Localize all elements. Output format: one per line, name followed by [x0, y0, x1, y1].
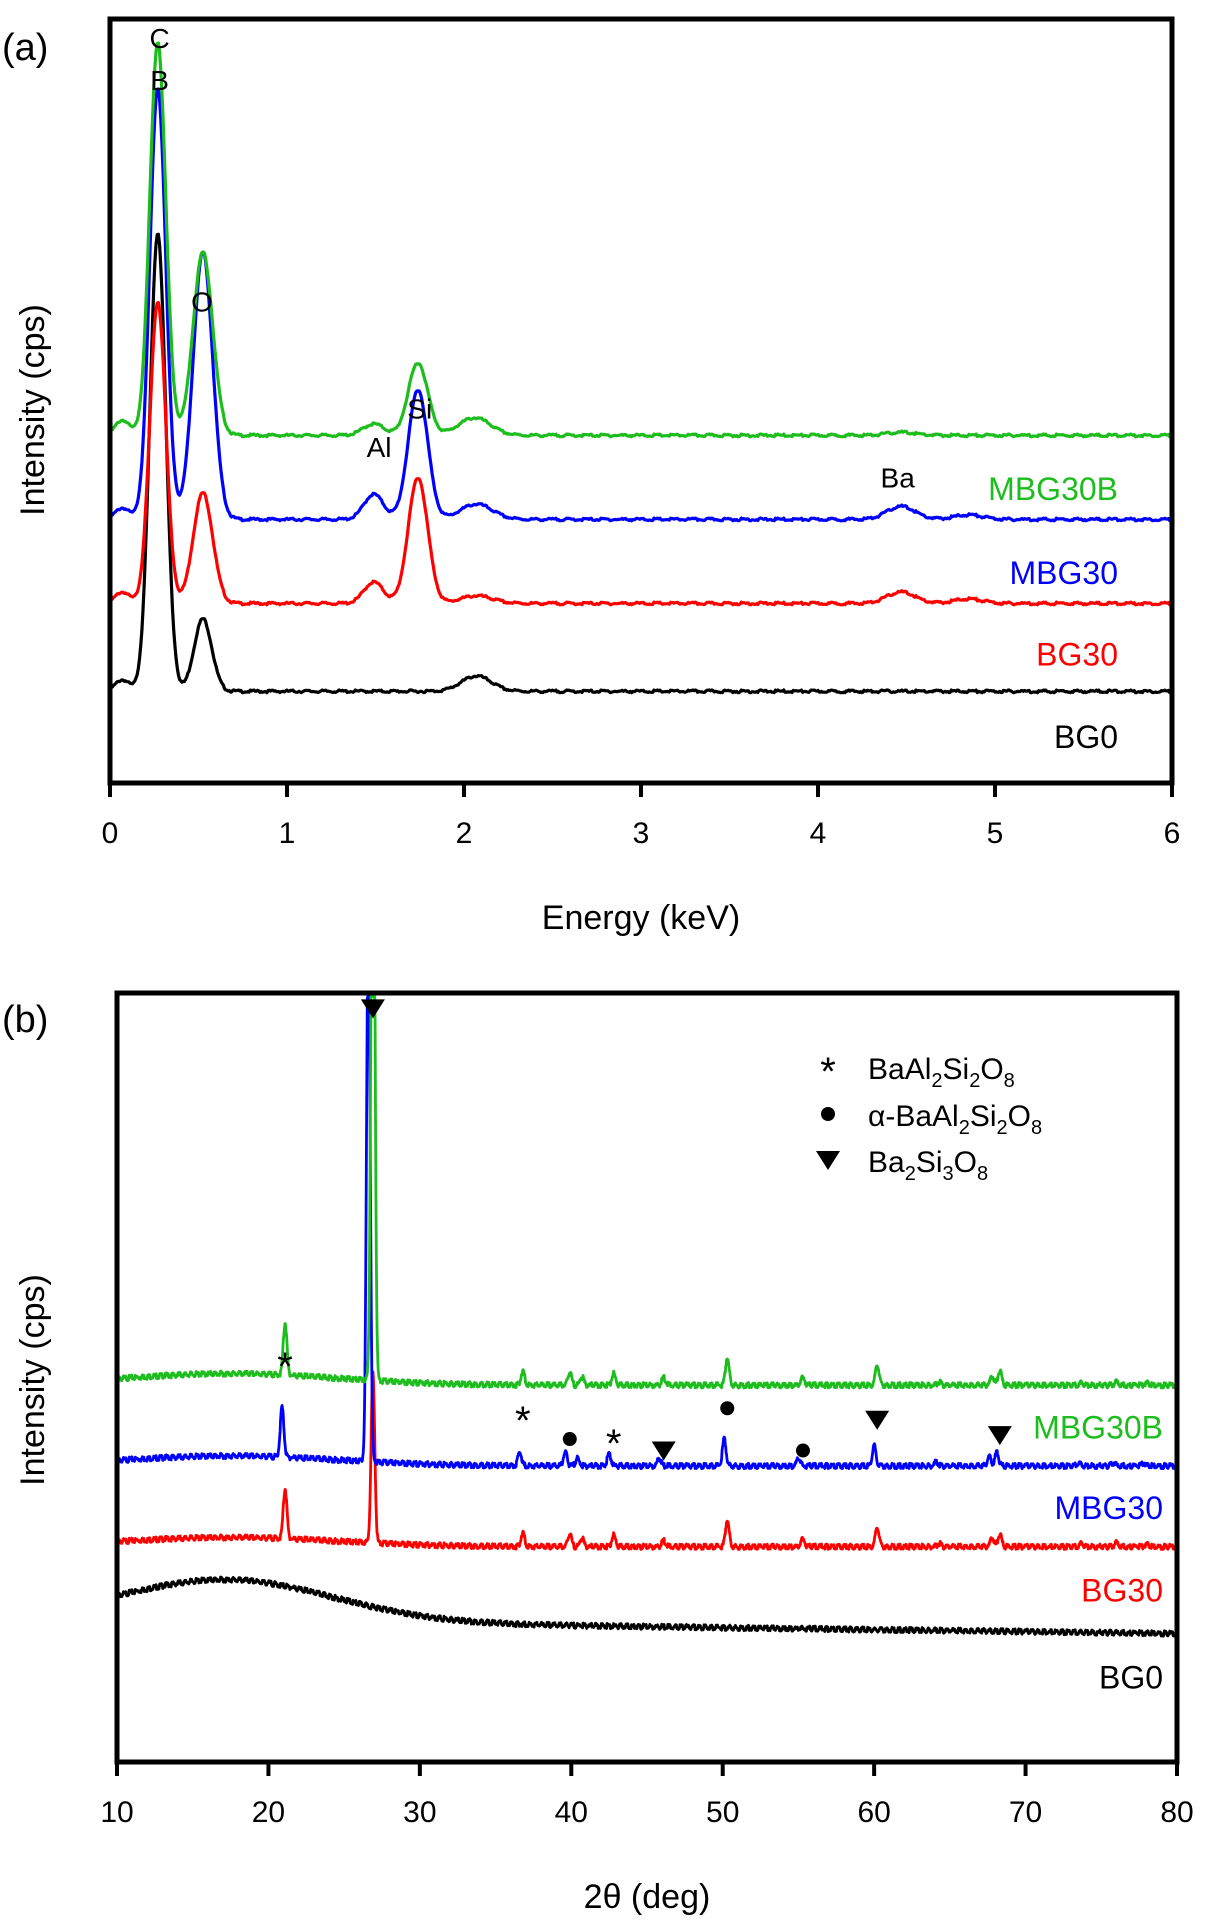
x-tick-label: 1 [279, 817, 296, 850]
panel-a-x-ticks: 0 1 2 3 4 5 6 [102, 783, 1181, 850]
legend-subscript: 2 [931, 1070, 942, 1092]
panel-b-plot-frame [114, 990, 1180, 1765]
panel-label-b: (b) [2, 999, 48, 1041]
x-tick-label: 0 [102, 817, 119, 850]
legend-triangle-down-icon [816, 1151, 840, 1170]
x-tick-label: 5 [987, 817, 1004, 850]
peak-label-o: O [191, 287, 213, 318]
x-tick-label: 70 [1009, 1796, 1042, 1829]
panel-a-series-labels: MBG30B MBG30 BG30 BG0 [988, 471, 1118, 755]
x-tick-label: 60 [857, 1796, 890, 1829]
legend-text-part: Si [916, 1146, 943, 1179]
phase-marker-star-icon: * [606, 1422, 622, 1466]
legend-entry-1: α-BaAl2Si2O8 [821, 1100, 1042, 1139]
series-label-mbg30: MBG30 [1055, 1490, 1163, 1526]
series-line-mbg30b [115, 995, 1179, 1390]
phase-marker-star-icon: * [277, 1345, 293, 1389]
x-tick-label: 40 [555, 1796, 588, 1829]
phase-marker-triangle-down-icon [651, 1441, 676, 1461]
legend-label: α-BaAl2Si2O8 [868, 1100, 1042, 1139]
legend-text-part: O [954, 1146, 977, 1179]
panel-b-traces [115, 995, 1179, 1638]
x-tick-label: 50 [706, 1796, 739, 1829]
legend-text-part: O [980, 1053, 1003, 1086]
series-line-bg30 [108, 301, 1173, 607]
legend-subscript: 2 [959, 1117, 970, 1139]
panel-a-traces [108, 41, 1173, 695]
legend-label: Ba2Si3O8 [868, 1146, 988, 1185]
phase-marker-circle-icon [795, 1443, 810, 1458]
panel-a-eds: (a) CB O Al Si Ba MBG30B MBG30 BG30 BG0 0 1 2 3 4 5 6… [2, 16, 1181, 937]
panel-a-x-axis-title: Energy (keV) [542, 899, 740, 937]
panel-b-x-ticks: 10 20 30 40 50 60 70 80 [100, 1762, 1194, 1829]
peak-label-si: Si [407, 394, 432, 425]
legend-entry-2: Ba2Si3O8 [816, 1146, 988, 1185]
x-tick-label: 6 [1164, 817, 1181, 850]
legend-text-part: O [1008, 1100, 1031, 1133]
x-tick-label: 4 [810, 817, 827, 850]
phase-marker-circle-icon [720, 1401, 735, 1416]
panel-b-y-axis-title: Intensity (cps) [14, 1274, 52, 1486]
phase-marker-star-icon: * [515, 1399, 531, 1443]
series-line-bg30 [115, 1370, 1179, 1551]
panel-b-phase-markers: * * * [277, 999, 1012, 1466]
legend-label: BaAl2Si2O8 [868, 1053, 1015, 1092]
legend-subscript: 2 [905, 1163, 916, 1185]
x-tick-label: 80 [1160, 1796, 1193, 1829]
legend-text-part: Ba [868, 1146, 905, 1179]
panel-a-y-axis-title: Intensity (cps) [14, 304, 52, 516]
legend-subscript: 3 [943, 1163, 954, 1185]
phase-marker-circle-icon [562, 1432, 577, 1447]
peak-label-c: C [149, 23, 169, 54]
panel-b-series-labels: MBG30B MBG30 BG30 BG0 [1033, 1409, 1163, 1695]
phase-marker-triangle-down-icon [360, 999, 385, 1019]
series-label-mbg30: MBG30 [1010, 555, 1118, 591]
series-line-bg0 [108, 232, 1173, 695]
legend-entry-0: * BaAl2Si2O8 [820, 1050, 1015, 1094]
series-line-bg0 [115, 1575, 1179, 1638]
series-label-bg0: BG0 [1099, 1659, 1163, 1695]
legend-subscript: 8 [977, 1163, 988, 1185]
peak-label-b: B [150, 65, 169, 96]
phase-marker-triangle-down-icon [987, 1426, 1012, 1446]
series-line-mbg30 [108, 87, 1173, 523]
series-label-bg0: BG0 [1054, 719, 1118, 755]
legend-circle-icon [821, 1107, 835, 1121]
legend-text-part: Si [943, 1053, 970, 1086]
series-line-mbg30 [115, 995, 1179, 1470]
x-tick-label: 3 [633, 817, 650, 850]
x-tick-label: 2 [456, 817, 473, 850]
series-line-mbg30b [108, 41, 1173, 439]
series-label-mbg30b: MBG30B [1033, 1409, 1163, 1445]
legend-subscript: 2 [969, 1070, 980, 1092]
panel-a-peak-labels: CB O Al Si Ba [149, 23, 915, 493]
series-label-bg30: BG30 [1036, 637, 1118, 673]
x-tick-label: 10 [100, 1796, 133, 1829]
legend-subscript: 8 [1004, 1070, 1015, 1092]
panel-b-x-axis-title: 2θ (deg) [584, 1878, 711, 1916]
phase-marker-triangle-down-icon [865, 1410, 890, 1430]
legend-text-part: Si [970, 1100, 997, 1133]
panel-label-a: (a) [2, 27, 48, 69]
legend-text-part: BaAl [868, 1053, 931, 1086]
legend-subscript: 8 [1031, 1117, 1042, 1139]
panel-a-plot-frame [107, 16, 1175, 786]
x-tick-label: 30 [403, 1796, 436, 1829]
series-label-mbg30b: MBG30B [988, 471, 1118, 507]
legend-subscript: 2 [997, 1117, 1008, 1139]
peak-label-ba: Ba [881, 462, 916, 493]
legend-star-icon: * [820, 1050, 836, 1094]
series-label-bg30: BG30 [1081, 1573, 1163, 1609]
peak-label-al: Al [367, 432, 392, 463]
legend-text-part: α-BaAl [868, 1100, 959, 1133]
x-tick-label: 20 [252, 1796, 285, 1829]
